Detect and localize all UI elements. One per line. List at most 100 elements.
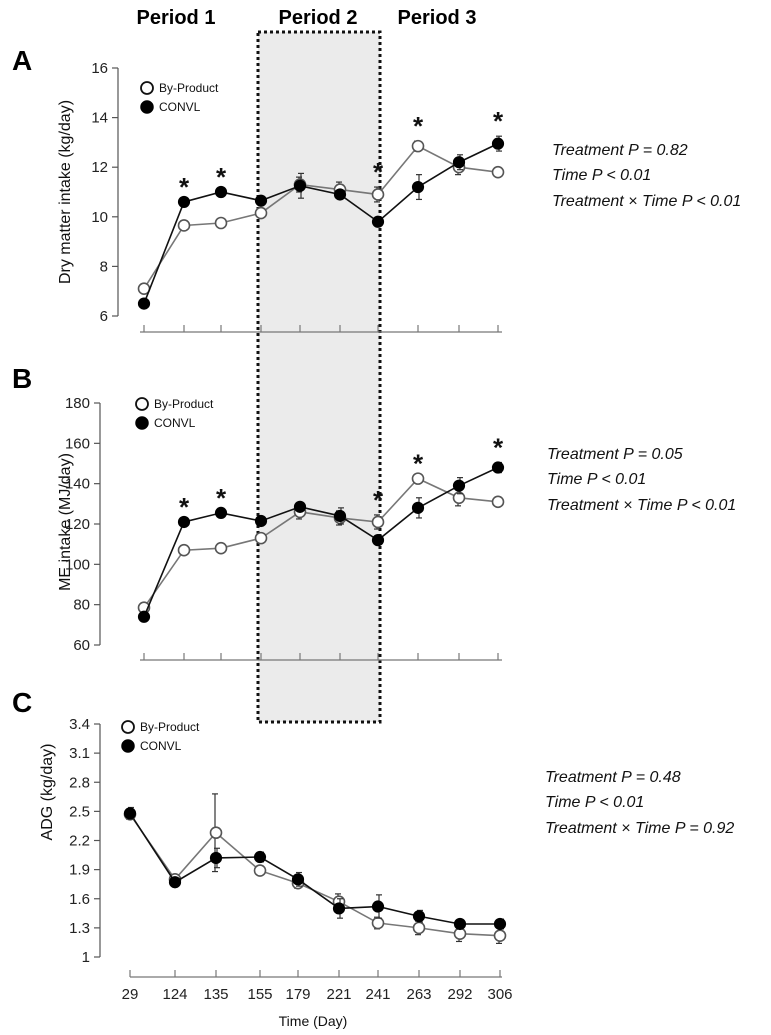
convl-point (214, 185, 228, 199)
significance-star: * (216, 483, 227, 513)
panel-c-stat-treatment: Treatment P = 0.48 (545, 769, 681, 786)
period-2-label: Period 2 (279, 7, 358, 29)
y-tick-label: 160 (65, 435, 90, 452)
panel-a-legend: By-Product CONVL (140, 81, 219, 114)
y-tick-label: 10 (91, 209, 108, 226)
x-axis-title: Time (Day) (279, 1013, 348, 1029)
legend-convl-label: CONVL (140, 739, 182, 753)
panel-c-stat-time: Time P < 0.01 (545, 794, 644, 811)
panel-c: ADG (kg/day) By-Product CONVL Treatment … (39, 716, 734, 1029)
panel-c-stat-interaction: Treatment × Time P = 0.92 (545, 820, 734, 837)
by-product-point (411, 139, 425, 153)
panel-a: Dry matter intake (kg/day) By-Product CO… (57, 60, 741, 333)
by-product-point (411, 472, 425, 485)
legend-by-product-label: By-Product (140, 720, 200, 734)
by-product-point (371, 916, 385, 930)
convl-point (333, 188, 347, 201)
panel-b-legend: By-Product CONVL (135, 397, 214, 430)
convl-point (137, 610, 151, 623)
y-tick-label: 140 (65, 476, 90, 493)
panel-b-y-axis-title: ME intake (MJ/day) (57, 453, 74, 591)
convl-point (371, 534, 385, 547)
period-2-border (256, 30, 382, 724)
convl-point (123, 807, 137, 820)
series-line-convl (143, 142, 499, 304)
convl-point (293, 500, 307, 513)
y-tick-label: 2.5 (69, 803, 90, 820)
convl-point (254, 514, 268, 528)
y-tick-label: 12 (91, 159, 108, 176)
y-tick-label: 16 (91, 60, 108, 77)
convl-point (293, 179, 307, 192)
significance-star: * (493, 432, 504, 462)
convl-point (177, 515, 191, 529)
y-tick-label: 3.1 (69, 745, 90, 762)
panel-c-letter: C (12, 687, 32, 718)
panel-b-letter: B (12, 363, 32, 394)
panel-b-stat-time: Time P < 0.01 (547, 471, 646, 488)
x-tick-label: 155 (247, 986, 272, 1003)
y-tick-label: 6 (100, 308, 108, 325)
convl-point (491, 137, 505, 150)
y-tick-label: 120 (65, 516, 90, 533)
y-tick-label: 1.9 (69, 862, 90, 879)
by-product-point (452, 491, 466, 505)
panel-c-y-axis-title: ADG (kg/day) (39, 744, 56, 841)
significance-star: * (179, 172, 190, 202)
by-product-point (253, 864, 267, 877)
convl-point (371, 900, 385, 913)
convl-point (411, 501, 425, 514)
x-tick-label: 241 (365, 986, 390, 1003)
by-product-point (254, 531, 268, 545)
by-product-point (254, 206, 268, 220)
legend-convl-label: CONVL (159, 100, 201, 114)
significance-star: * (493, 106, 504, 136)
legend-closed-marker (121, 739, 135, 753)
convl-point (371, 215, 385, 228)
by-product-point (177, 543, 191, 557)
legend-closed-marker (140, 100, 154, 114)
y-tick-label: 1 (82, 949, 90, 966)
convl-point (254, 194, 268, 207)
panel-b: ME intake (MJ/day) By-Product CONVL Trea… (57, 395, 736, 661)
y-tick-label: 100 (65, 556, 90, 573)
x-tick-label: 221 (326, 986, 351, 1003)
panel-b-stat-interaction: Treatment × Time P < 0.01 (547, 497, 736, 514)
significance-star: * (216, 162, 227, 192)
convl-point (253, 850, 267, 864)
x-tick-label: 292 (447, 986, 472, 1003)
significance-star: * (179, 492, 190, 522)
y-tick-label: 14 (91, 110, 108, 127)
x-tick-label: 135 (203, 986, 228, 1003)
period-1-label: Period 1 (137, 7, 216, 29)
convl-point (412, 910, 426, 923)
legend-by-product-label: By-Product (154, 397, 214, 411)
convl-point (332, 902, 346, 915)
y-tick-label: 1.6 (69, 891, 90, 908)
period-3-label: Period 3 (398, 7, 477, 29)
convl-point (452, 156, 466, 169)
y-tick-label: 180 (65, 395, 90, 412)
x-tick-label: 263 (406, 986, 431, 1003)
y-tick-label: 1.3 (69, 920, 90, 937)
convl-point (452, 479, 466, 492)
y-tick-label: 8 (100, 258, 108, 275)
panel-a-stat-interaction: Treatment × Time P < 0.01 (552, 193, 741, 210)
convl-point (333, 509, 347, 523)
x-tick-label: 306 (487, 986, 512, 1003)
convl-point (493, 917, 507, 931)
period-2-shade (258, 32, 380, 722)
convl-point (491, 461, 505, 474)
legend-open-marker (140, 81, 154, 95)
panel-a-y-axis-title: Dry matter intake (kg/day) (57, 100, 74, 284)
legend-by-product-label: By-Product (159, 81, 219, 95)
panel-a-letter: A (12, 45, 32, 76)
significance-star: * (413, 111, 424, 141)
by-product-point (491, 165, 505, 179)
panel-b-stat-treatment: Treatment P = 0.05 (547, 446, 683, 463)
convl-point (137, 297, 151, 310)
y-tick-label: 3.4 (69, 716, 90, 733)
series-line-by-product (129, 813, 501, 937)
legend-convl-label: CONVL (154, 416, 196, 430)
significance-star: * (373, 485, 384, 515)
